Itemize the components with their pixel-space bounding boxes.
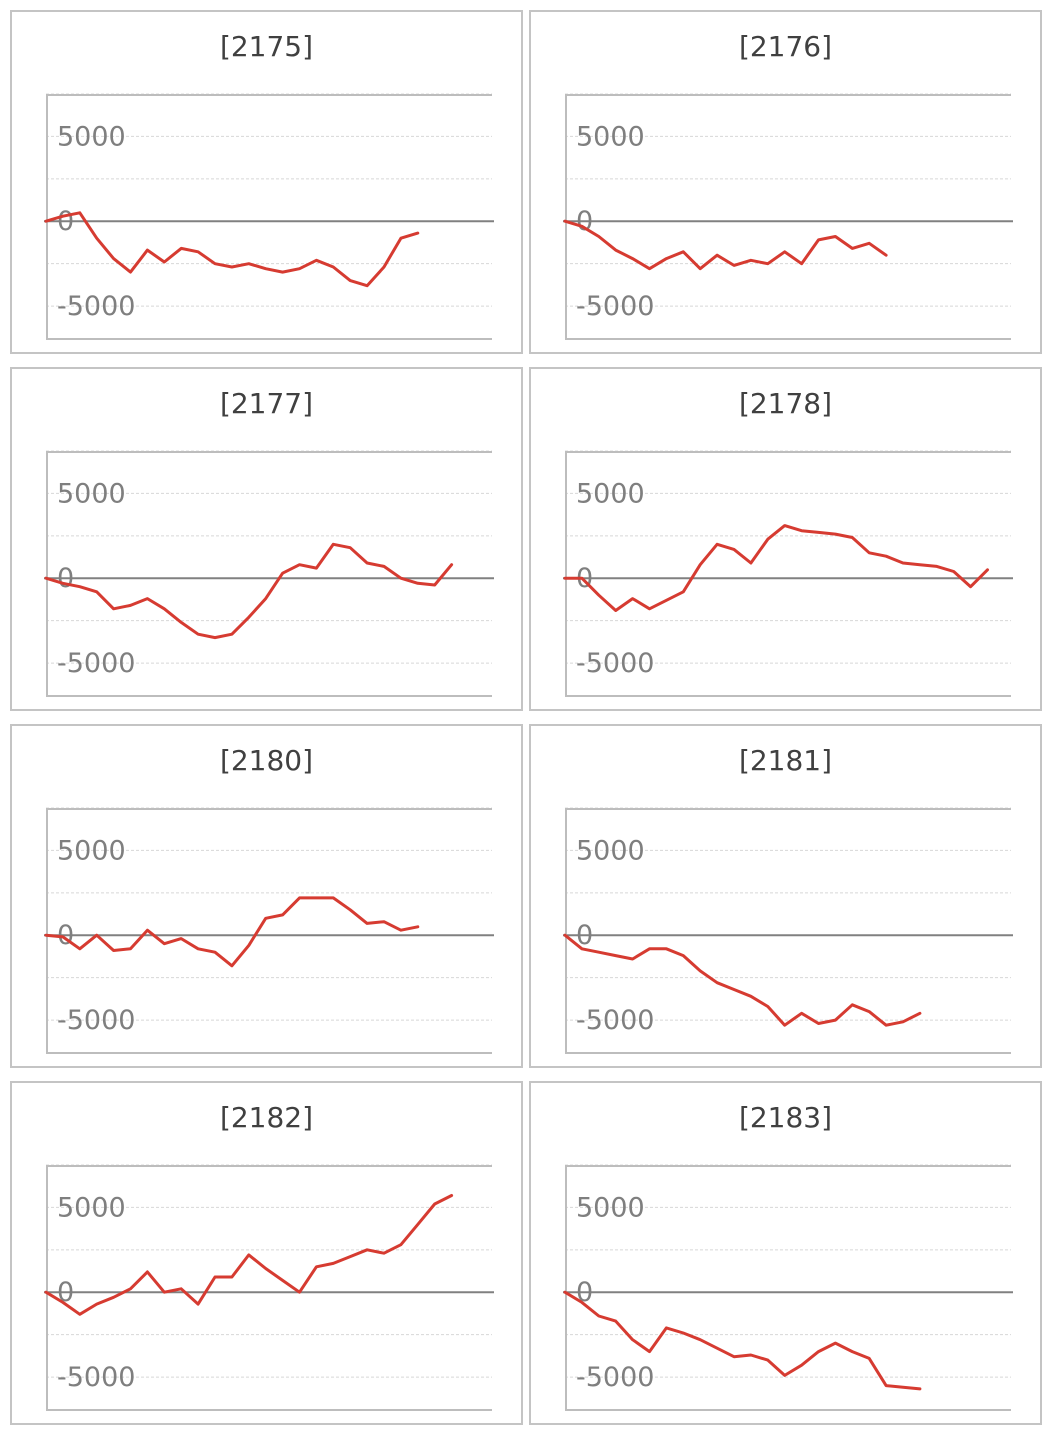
chart-panel: [2177] 5000 0 -5000: [10, 367, 523, 711]
y-tick-label: 5000: [57, 478, 126, 509]
plot-frame: [565, 451, 1011, 697]
y-tick-label: 5000: [576, 478, 645, 509]
y-tick-label: 0: [57, 206, 74, 237]
plot-frame: [565, 1165, 1011, 1411]
y-tick-label: -5000: [57, 1005, 135, 1036]
y-tick-label: -5000: [576, 1362, 654, 1393]
chart-panel: [2182] 5000 0 -5000: [10, 1081, 523, 1425]
plot-frame: [46, 94, 492, 340]
line-chart: 5000 0 -5000: [44, 93, 494, 340]
chart-panel: [2176] 5000 0 -5000: [529, 10, 1042, 354]
chart-panel: [2183] 5000 0 -5000: [529, 1081, 1042, 1425]
chart-title: [2178]: [738, 387, 833, 420]
y-tick-label: 5000: [576, 835, 645, 866]
y-tick-label: 5000: [57, 1192, 126, 1223]
y-tick-label: 5000: [576, 1192, 645, 1223]
chart-title: [2175]: [219, 30, 314, 63]
data-series-line: [44, 542, 454, 640]
chart-panel: [2178] 5000 0 -5000: [529, 367, 1042, 711]
y-tick-label: -5000: [57, 1362, 135, 1393]
line-chart: 5000 0 -5000: [44, 450, 494, 697]
data-series-line: [563, 1290, 922, 1391]
data-series-line: [563, 524, 989, 612]
y-tick-label: 5000: [57, 835, 126, 866]
chart-title: [2177]: [219, 387, 314, 420]
y-tick-label: 0: [576, 920, 593, 951]
line-chart: 5000 0 -5000: [563, 807, 1013, 1054]
chart-panel: [2181] 5000 0 -5000: [529, 724, 1042, 1068]
chart-title: [2176]: [738, 30, 833, 63]
plot-frame: [565, 94, 1011, 340]
chart-title: [2181]: [738, 744, 833, 777]
y-tick-label: -5000: [57, 648, 135, 679]
data-series-line: [563, 219, 888, 271]
y-tick-label: -5000: [576, 648, 654, 679]
y-tick-label: 5000: [576, 121, 645, 152]
data-series-line: [44, 211, 420, 288]
y-tick-label: 5000: [57, 121, 126, 152]
y-tick-label: -5000: [57, 291, 135, 322]
plot-frame: [46, 1165, 492, 1411]
chart-panel: [2175] 5000 0 -5000: [10, 10, 523, 354]
chart-panel: [2180] 5000 0 -5000: [10, 724, 523, 1068]
chart-title: [2180]: [219, 744, 314, 777]
y-tick-label: 0: [57, 563, 74, 594]
y-tick-label: -5000: [576, 291, 654, 322]
data-series-line: [44, 1194, 454, 1316]
y-tick-label: -5000: [576, 1005, 654, 1036]
plot-frame: [46, 808, 492, 1054]
data-series-line: [44, 896, 420, 968]
chart-title: [2182]: [219, 1101, 314, 1134]
data-series-line: [563, 933, 922, 1027]
plot-frame: [46, 451, 492, 697]
plot-frame: [565, 808, 1011, 1054]
chart-title: [2183]: [738, 1101, 833, 1134]
